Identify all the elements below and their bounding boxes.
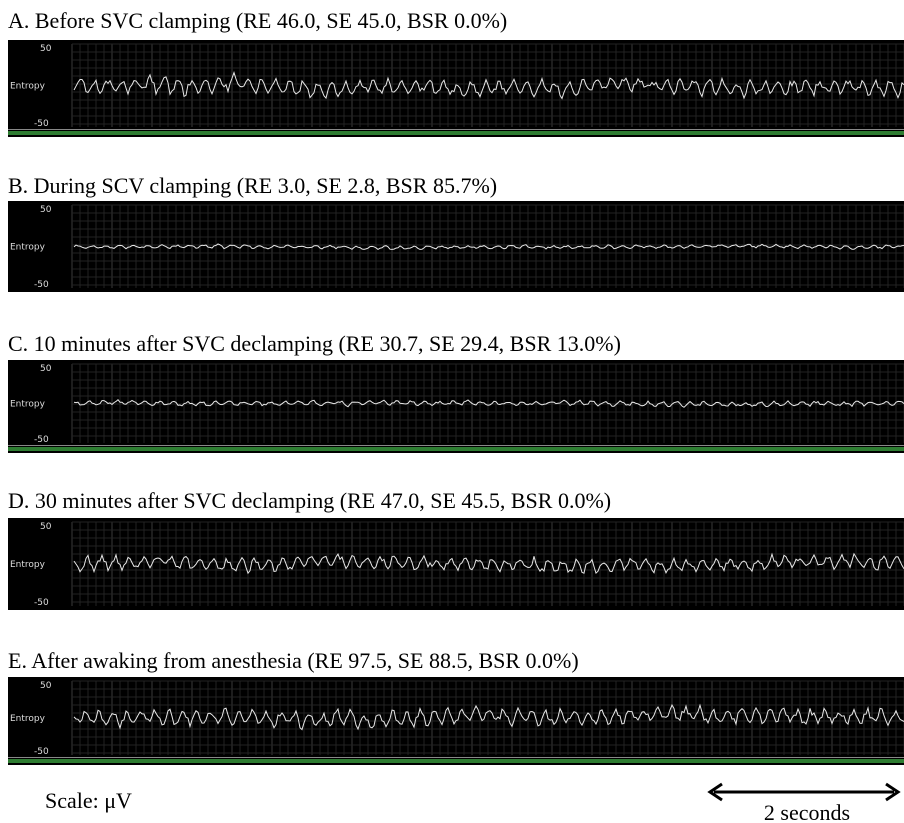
panel: C. 10 minutes after SVC declamping (RE 3… — [8, 331, 904, 453]
y-top-label: 50 — [40, 364, 52, 374]
y-axis-label: Entropy — [10, 82, 46, 92]
time-arrow — [710, 784, 898, 800]
status-bar — [8, 759, 904, 763]
y-bottom-label: -50 — [34, 747, 49, 757]
panel-title: A. Before SVC clamping (RE 46.0, SE 45.0… — [8, 8, 507, 33]
time-label: 2 seconds — [764, 800, 850, 823]
y-bottom-label: -50 — [34, 280, 49, 290]
status-line — [8, 757, 904, 758]
y-top-label: 50 — [40, 44, 52, 54]
y-axis-label: Entropy — [10, 243, 46, 253]
status-bar — [8, 131, 904, 135]
y-top-label: 50 — [40, 205, 52, 215]
figure: Scale: μV 2 seconds A. Before SVC clampi… — [0, 0, 904, 823]
y-bottom-label: -50 — [34, 119, 49, 129]
status-bar — [8, 447, 904, 451]
scale-label: Scale: μV — [45, 788, 132, 813]
y-top-label: 50 — [40, 681, 52, 691]
panel-title: D. 30 minutes after SVC declamping (RE 4… — [8, 488, 611, 513]
y-axis-label: Entropy — [10, 400, 46, 410]
panel-title: B. During SCV clamping (RE 3.0, SE 2.8, … — [8, 173, 497, 198]
panel-title: C. 10 minutes after SVC declamping (RE 3… — [8, 331, 621, 356]
status-line — [8, 129, 904, 130]
panel-title: E. After awaking from anesthesia (RE 97.… — [8, 648, 579, 673]
y-axis-label: Entropy — [10, 560, 46, 570]
panel: D. 30 minutes after SVC declamping (RE 4… — [8, 488, 904, 610]
panel: A. Before SVC clamping (RE 46.0, SE 45.0… — [8, 8, 904, 137]
y-top-label: 50 — [40, 522, 52, 532]
panel: B. During SCV clamping (RE 3.0, SE 2.8, … — [8, 173, 904, 292]
status-line — [8, 445, 904, 446]
y-axis-label: Entropy — [10, 714, 46, 724]
y-bottom-label: -50 — [34, 435, 49, 445]
panel: E. After awaking from anesthesia (RE 97.… — [8, 648, 904, 765]
y-bottom-label: -50 — [34, 598, 49, 608]
